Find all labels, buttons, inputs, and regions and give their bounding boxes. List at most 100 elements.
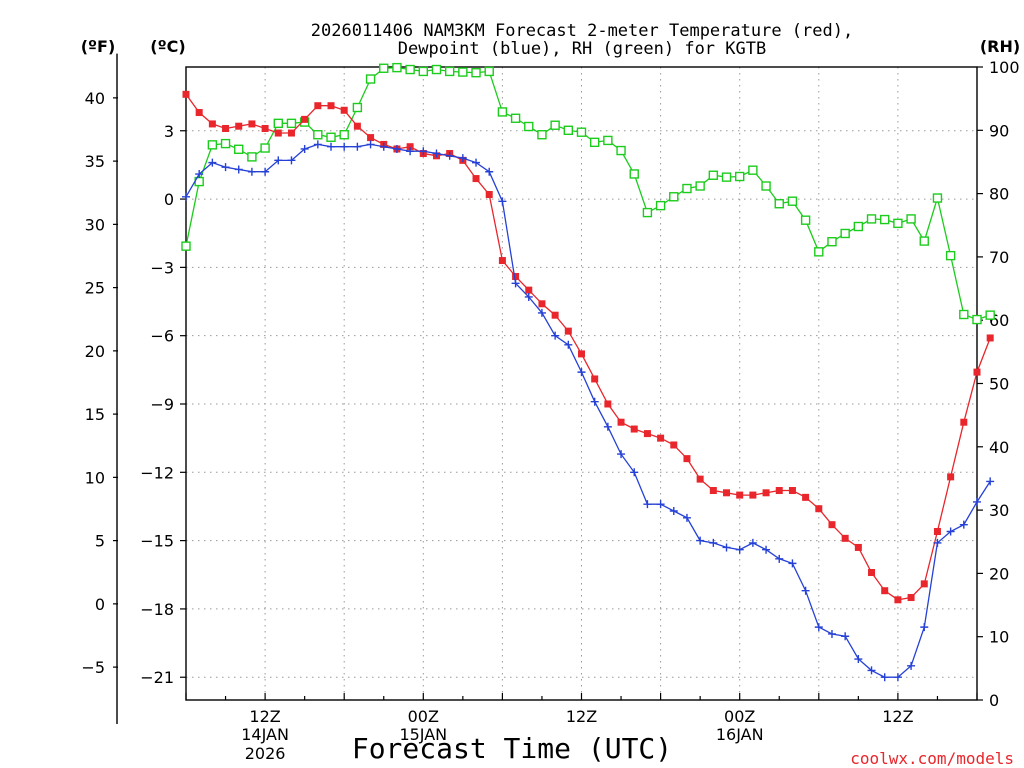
temperature-point	[301, 115, 309, 123]
rh-point	[814, 247, 824, 257]
dewpoint-point	[472, 158, 481, 167]
x-tick-label: 12Z	[249, 707, 280, 726]
dewpoint-point	[854, 655, 863, 664]
rh-tick-label: 40	[989, 438, 1009, 457]
temperature-point	[406, 143, 414, 151]
fahrenheit-tick-label: 5	[95, 532, 105, 551]
dewpoint-point	[564, 340, 573, 349]
fahrenheit-tick-label: 20	[85, 342, 105, 361]
temperature-point	[604, 400, 612, 408]
dewpoint-point	[366, 140, 375, 149]
temperature-point	[828, 521, 836, 529]
x-tick-date: 16JAN	[716, 725, 764, 744]
temperature-point	[815, 505, 823, 513]
rh-tick-label: 100	[989, 58, 1020, 77]
dewpoint-point	[814, 623, 823, 632]
rh-point	[286, 118, 297, 129]
chart-title-line-1: 2026011406 NAM3KM Forecast 2-meter Tempe…	[311, 21, 853, 41]
rh-point	[220, 138, 231, 149]
temperature-point	[802, 493, 810, 501]
dewpoint-point	[959, 520, 968, 529]
temperature-point	[512, 272, 520, 280]
temperature-point	[222, 124, 230, 132]
temperature-point	[854, 543, 862, 551]
temperature-point	[525, 286, 533, 294]
dewpoint-point	[340, 142, 349, 151]
rh-point	[365, 74, 376, 84]
dewpoint-point	[182, 192, 190, 201]
dewpoint-point	[893, 673, 902, 682]
rh-point	[800, 215, 811, 225]
dewpoint-point	[762, 545, 771, 554]
dewpoint-point	[643, 500, 652, 509]
temperature-point	[973, 368, 981, 376]
dewpoint-point	[735, 545, 744, 554]
temperature-point	[947, 473, 955, 481]
dewpoint-point	[841, 632, 850, 641]
temperature-point	[498, 257, 506, 265]
rh-point	[840, 228, 850, 239]
x-tick-date: 14JAN	[241, 725, 289, 744]
temperature-point	[538, 300, 546, 308]
temperature-point	[182, 90, 190, 98]
dewpoint-point	[537, 308, 546, 317]
series-line	[185, 66, 991, 321]
rh-point	[603, 135, 613, 146]
rh-point	[550, 120, 560, 130]
dewpoint-point	[498, 197, 507, 206]
dewpoint-point	[353, 142, 362, 151]
temperature-point	[775, 487, 783, 495]
dewpoint-point	[590, 397, 599, 406]
fahrenheit-axis-unit: (ºF)	[81, 37, 116, 56]
dewpoint-point	[973, 497, 981, 506]
rh-point	[629, 169, 639, 179]
celsius-tick-label: −21	[140, 668, 174, 687]
series-filled-square	[182, 90, 994, 604]
temperature-point	[564, 327, 572, 335]
grid-lines	[185, 67, 978, 700]
temperature-point	[551, 311, 559, 319]
dewpoint-point	[907, 661, 916, 670]
rh-point	[985, 310, 995, 320]
series-line	[185, 93, 991, 601]
temperature-point	[367, 134, 375, 142]
temperature-point	[736, 491, 744, 499]
temperature-point	[907, 594, 915, 602]
rh-point	[352, 102, 363, 113]
dewpoint-point	[748, 538, 757, 547]
rh-point	[748, 165, 758, 175]
rh-point	[959, 309, 969, 320]
x-tick-label: 00Z	[724, 707, 755, 726]
rh-point	[247, 152, 257, 162]
x-tick-date: 15JAN	[399, 725, 447, 744]
dewpoint-point	[920, 623, 929, 632]
dewpoint-point	[419, 147, 428, 156]
celsius-axis-unit: (ºC)	[150, 37, 185, 56]
temperature-point	[788, 487, 796, 495]
temperature-point	[617, 418, 625, 426]
dewpoint-point	[458, 154, 467, 163]
rh-point	[589, 137, 600, 148]
dewpoint-point	[801, 586, 810, 595]
temperature-point	[235, 122, 243, 130]
rh-point	[787, 196, 798, 206]
dewpoint-point	[274, 156, 283, 165]
temperature-point	[274, 129, 282, 137]
fahrenheit-tick-label: 35	[85, 152, 105, 171]
dewpoint-point	[247, 167, 256, 176]
rh-point	[906, 214, 916, 224]
x-tick-label: 12Z	[566, 707, 597, 726]
axes: 4035302520151050−530−3−6−9−12−15−18−2110…	[81, 53, 1020, 763]
rh-tick-label: 70	[989, 248, 1009, 267]
fahrenheit-tick-label: 10	[85, 468, 105, 487]
temperature-point	[960, 418, 968, 426]
temperature-point	[894, 596, 902, 604]
dewpoint-point	[551, 331, 560, 340]
fahrenheit-tick-label: 40	[85, 89, 105, 108]
x-tick-label: 12Z	[882, 707, 913, 726]
fahrenheit-tick-label: 15	[85, 405, 105, 424]
temperature-point	[472, 175, 480, 183]
dewpoint-point	[986, 477, 995, 486]
rh-tick-label: 30	[989, 501, 1009, 520]
dewpoint-point	[445, 151, 454, 160]
